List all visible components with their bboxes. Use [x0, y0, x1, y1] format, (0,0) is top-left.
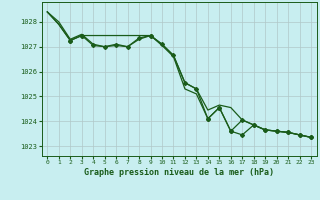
X-axis label: Graphe pression niveau de la mer (hPa): Graphe pression niveau de la mer (hPa) — [84, 168, 274, 177]
